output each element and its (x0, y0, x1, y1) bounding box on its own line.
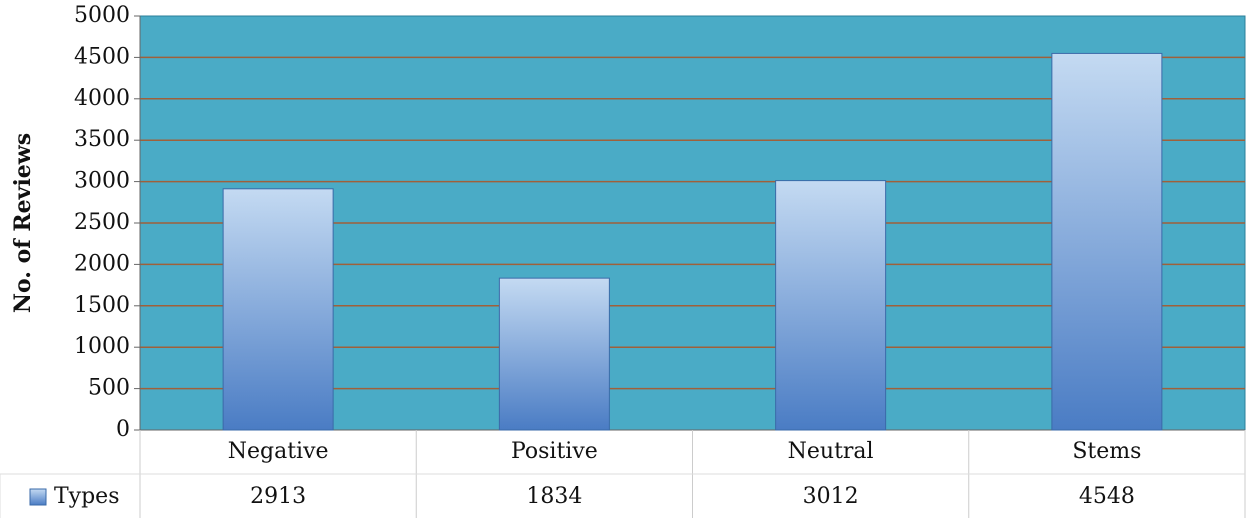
table-value: 4548 (1079, 484, 1135, 509)
y-tick-label: 0 (116, 417, 130, 442)
x-tick-label: Negative (228, 439, 329, 464)
x-tick-label: Stems (1072, 439, 1141, 464)
y-tick-label: 1000 (74, 334, 130, 359)
x-tick-label: Neutral (788, 439, 874, 464)
bar (775, 180, 887, 431)
y-tick-label: 500 (88, 376, 130, 401)
y-tick-label: 4500 (74, 44, 130, 69)
y-tick-label: 3500 (74, 127, 130, 152)
legend-swatch (29, 488, 47, 506)
x-tick-label: Positive (511, 439, 598, 464)
table-value: 2913 (250, 484, 306, 509)
y-tick-label: 5000 (74, 3, 130, 28)
y-tick-label: 2000 (74, 251, 130, 276)
bar (1051, 52, 1163, 431)
legend-label: Types (54, 484, 120, 509)
table-value: 3012 (803, 484, 859, 509)
y-tick-label: 3000 (74, 169, 130, 194)
bar (498, 277, 610, 431)
bar (222, 188, 334, 431)
y-tick-label: 4000 (74, 86, 130, 111)
y-tick-label: 2500 (74, 210, 130, 235)
y-axis-title: No. of Reviews (10, 133, 36, 313)
table-value: 1834 (526, 484, 582, 509)
y-tick-label: 1500 (74, 293, 130, 318)
